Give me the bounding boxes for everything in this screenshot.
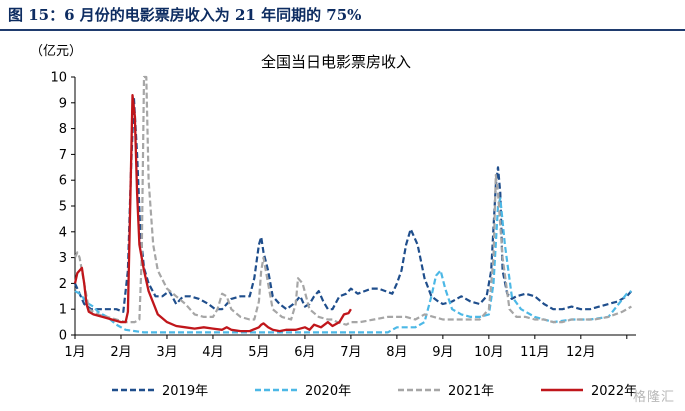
x-tick-label: 4月 bbox=[202, 345, 223, 360]
x-tick-label: 1月 bbox=[64, 345, 85, 360]
y-tick-label: 10 bbox=[50, 71, 67, 86]
legend-label: 2021年 bbox=[448, 384, 494, 399]
y-tick-label: 1 bbox=[59, 303, 67, 318]
legend-label: 2019年 bbox=[162, 384, 208, 399]
y-tick-label: 9 bbox=[59, 96, 67, 111]
y-tick-label: 7 bbox=[59, 148, 67, 163]
figure-title: 图 15：6 月份的电影票房收入为 21 年同期的 75% bbox=[8, 6, 362, 24]
x-tick-label: 12月 bbox=[566, 345, 596, 360]
x-tick-label: 8月 bbox=[386, 345, 407, 360]
x-tick-label: 3月 bbox=[156, 345, 177, 360]
series-line-2019年 bbox=[73, 96, 633, 313]
watermark: 格隆汇 bbox=[632, 390, 675, 405]
series-line-2022年 bbox=[73, 93, 352, 333]
y-axis-label: （亿元） bbox=[30, 44, 82, 59]
chart-title: 全国当日电影票房收入 bbox=[261, 53, 411, 71]
axes: 0 1 2 3 4 5 6 7 8 9 10 1月 2月 3月 4月 5月 6月 7月 8月 9月 10月 11月 12月 bbox=[50, 71, 636, 360]
y-tick-label: 4 bbox=[59, 225, 67, 240]
legend-label: 2022年 bbox=[591, 384, 637, 399]
y-tick-label: 0 bbox=[59, 329, 67, 344]
legend: 2019年 2020年 2021年 2022年 bbox=[112, 384, 637, 399]
y-tick-label: 3 bbox=[59, 251, 67, 266]
x-tick-label: 9月 bbox=[432, 345, 453, 360]
x-tick-label: 6月 bbox=[294, 345, 315, 360]
x-tick-label: 5月 bbox=[248, 345, 269, 360]
series-line-2021年 bbox=[73, 75, 632, 326]
title-rule bbox=[0, 29, 685, 31]
y-tick-label: 8 bbox=[59, 122, 67, 137]
y-tick-label: 2 bbox=[59, 277, 67, 292]
series-line-2020年 bbox=[74, 197, 632, 334]
x-tick-label: 11月 bbox=[520, 345, 550, 360]
y-tick-label: 5 bbox=[59, 200, 67, 215]
series-lines bbox=[73, 75, 633, 334]
x-tick-label: 10月 bbox=[474, 345, 504, 360]
legend-label: 2020年 bbox=[305, 384, 351, 399]
y-tick-label: 6 bbox=[59, 174, 67, 189]
x-tick-label: 2月 bbox=[110, 345, 131, 360]
x-tick-label: 7月 bbox=[340, 345, 361, 360]
